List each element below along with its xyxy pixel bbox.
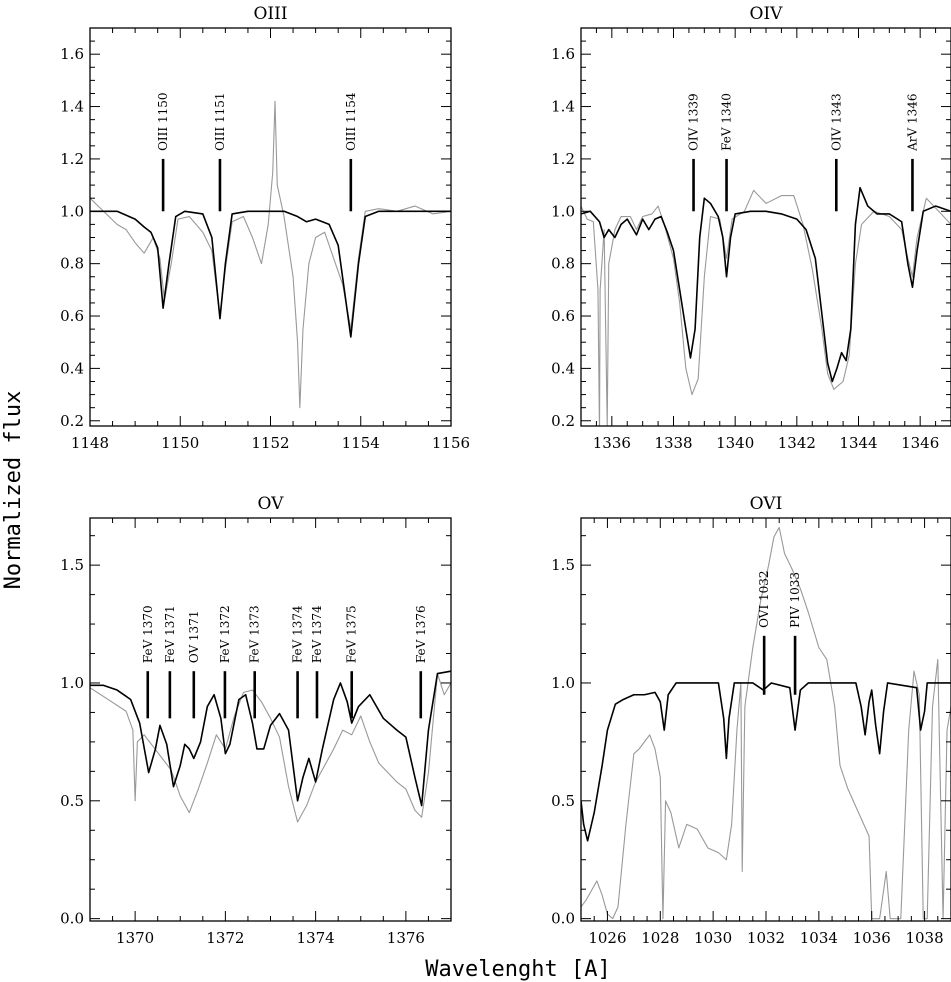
- line-id-label: ArV 1346: [905, 93, 919, 151]
- line-id-label: FeV 1370: [141, 605, 155, 663]
- line-id-label: OV 1371: [187, 611, 201, 664]
- y-tick-label: 0.4: [60, 359, 84, 377]
- y-tick-label: 0.2: [551, 412, 575, 430]
- x-tick-label: 1034: [800, 929, 838, 947]
- y-tick-label: 1.6: [60, 45, 84, 63]
- x-tick-label: 1030: [694, 929, 732, 947]
- x-tick-label: 1036: [853, 929, 891, 947]
- y-tick-label: 0.2: [60, 412, 84, 430]
- panel-ovi: OVI OVI 1032 PIV 1033 1026 1028 1030 1032 1034 1…: [551, 494, 951, 947]
- y-tick-label: 1.6: [551, 45, 575, 63]
- x-tick-label: 1342: [778, 434, 816, 452]
- line-id-label: OIII 1154: [344, 92, 358, 151]
- y-tick-label: 0.8: [60, 255, 84, 273]
- line-id-label: FeV 1375: [345, 605, 359, 663]
- plot-frame: [580, 27, 951, 427]
- panel-title: OV: [258, 494, 285, 514]
- y-tick-label: 1.4: [551, 98, 575, 116]
- panel-ov: OV FeV 1370 FeV 1371 OV 1371 FeV 1372 FeV 137…: [60, 494, 452, 947]
- x-tick-label: 1344: [839, 434, 877, 452]
- line-id-label: FeV 1371: [163, 605, 177, 663]
- y-tick-label: 1.2: [551, 150, 575, 168]
- x-tick-label: 1154: [342, 434, 380, 452]
- x-tick-label: 1346: [901, 434, 939, 452]
- y-tick-label: 0.6: [60, 307, 84, 325]
- y-tick-label: 1.0: [551, 674, 575, 692]
- x-tick-label: 1340: [716, 434, 754, 452]
- line-id-label: OIII 1150: [156, 92, 170, 150]
- line-id-label: FeV 1374: [291, 605, 305, 663]
- x-tick-label: 1374: [297, 929, 335, 947]
- line-id-label: PIV 1033: [788, 572, 802, 628]
- y-axis-title: Normalized flux: [1, 391, 26, 590]
- y-tick-label: 1.4: [60, 98, 84, 116]
- x-tick-label: 1028: [641, 929, 679, 947]
- x-tick-label: 1370: [116, 929, 154, 947]
- line-id-label: FeV 1376: [414, 605, 428, 663]
- line-id-label: FeV 1374: [310, 605, 324, 663]
- model-spectrum-line: [90, 670, 451, 807]
- x-tick-label: 1376: [387, 929, 425, 947]
- panel-oiii: OIII OIII 1150 OIII 1151 OIII 1154 1148 1150 1…: [60, 4, 470, 452]
- panel-title: OIV: [750, 4, 784, 24]
- y-tick-label: 1.0: [60, 674, 84, 692]
- x-tick-label: 1338: [654, 434, 692, 452]
- y-tick-label: 0.6: [551, 307, 575, 325]
- x-tick-label: 1156: [432, 434, 470, 452]
- model-spectrum-line: [90, 210, 451, 338]
- x-tick-label: 1152: [251, 434, 289, 452]
- x-tick-label: 1026: [588, 929, 626, 947]
- line-id-label: OVI 1032: [757, 570, 771, 627]
- y-tick-label: 1.5: [551, 556, 575, 574]
- observed-spectrum-line: [90, 672, 451, 823]
- panel-oiv: OIV OIV 1339 FeV 1340 OIV 1343 ArV 1346 1336 1…: [551, 4, 951, 452]
- x-tick-label: 1032: [747, 929, 785, 947]
- x-tick-label: 1148: [71, 434, 109, 452]
- y-tick-label: 0.5: [60, 792, 84, 810]
- model-spectrum-line: [581, 186, 951, 383]
- y-tick-label: 0.5: [551, 792, 575, 810]
- y-tick-label: 0.8: [551, 255, 575, 273]
- x-tick-label: 1150: [161, 434, 199, 452]
- y-tick-label: 1.2: [60, 150, 84, 168]
- x-tick-label: 1372: [206, 929, 244, 947]
- observed-spectrum-line: [90, 100, 451, 409]
- line-id-label: OIV 1339: [687, 93, 701, 151]
- panel-title: OIII: [253, 4, 287, 24]
- x-tick-label: 1336: [593, 434, 631, 452]
- y-tick-label: 0.0: [60, 910, 84, 928]
- observed-spectrum-line: [581, 189, 951, 426]
- y-tick-label: 1.5: [60, 556, 84, 574]
- line-id-label: OIII 1151: [213, 92, 227, 150]
- x-axis-title: Wavelenght [A]: [425, 957, 610, 982]
- line-id-label: FeV 1373: [248, 605, 262, 663]
- panel-title: OVI: [750, 494, 783, 514]
- line-id-label: OIV 1343: [829, 93, 843, 151]
- y-tick-label: 0.0: [551, 910, 575, 928]
- x-tick-label: 1038: [905, 929, 943, 947]
- y-tick-label: 1.0: [551, 202, 575, 220]
- y-tick-label: 1.0: [60, 202, 84, 220]
- line-id-label: FeV 1372: [218, 605, 232, 663]
- y-tick-label: 0.4: [551, 359, 575, 377]
- observed-spectrum-line: [581, 526, 951, 920]
- model-spectrum-line: [581, 682, 951, 842]
- line-id-label: FeV 1340: [720, 93, 734, 151]
